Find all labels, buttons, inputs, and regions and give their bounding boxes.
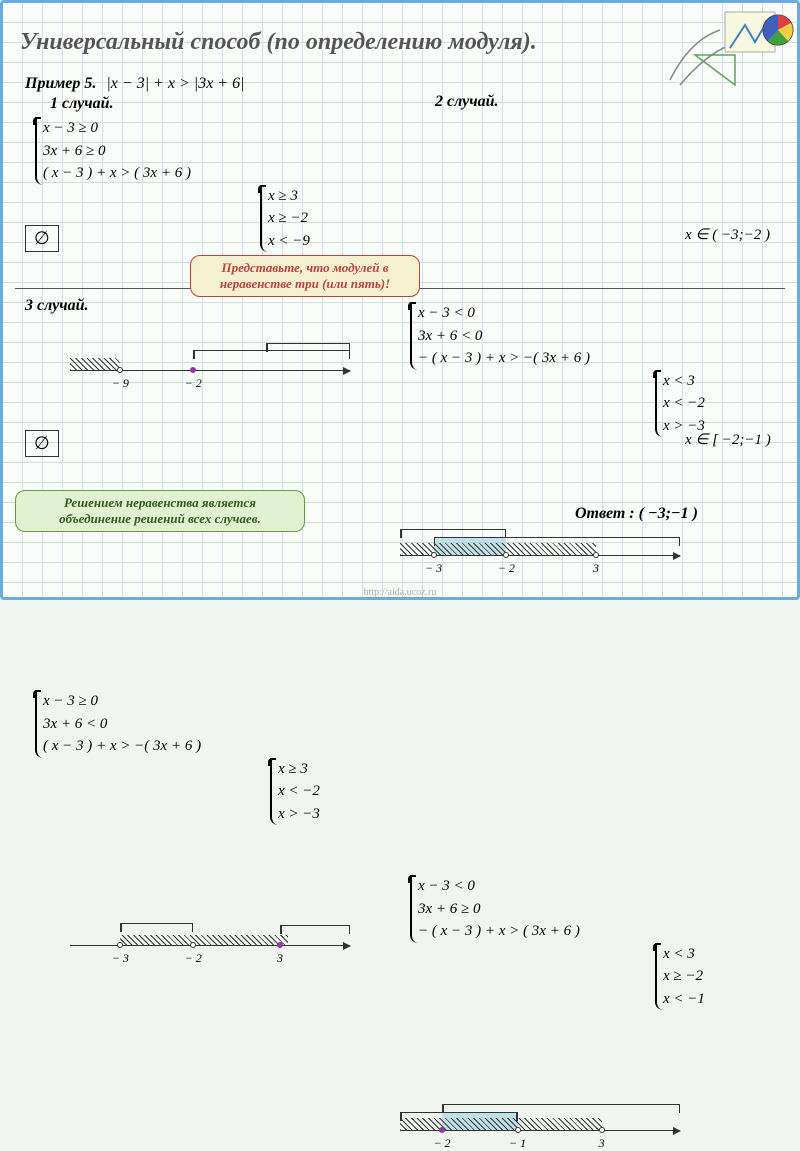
nl-tick-label: − 1 xyxy=(509,1136,526,1151)
nl-tick xyxy=(117,367,123,373)
case3-system-right: x ≥ 3 x < −2 x > −3 xyxy=(270,758,350,826)
case4-eq: x < −1 xyxy=(663,988,735,1011)
case1-eq: x < −9 xyxy=(268,230,340,253)
nl-tick xyxy=(190,367,196,373)
case4-result: x ∈ [ −2;−1 ) xyxy=(685,430,771,449)
case3-numberline: − 3 − 2 3 xyxy=(70,915,350,965)
nl-bracket xyxy=(193,350,350,358)
case1-title: 1 случай. xyxy=(50,95,114,113)
nl-tick xyxy=(515,1127,521,1133)
case1-eq: 3x + 6 ≥ 0 xyxy=(43,140,230,163)
example-expression: |x − 3| + x > |3x + 6| xyxy=(106,75,244,92)
case4-eq: 3x + 6 ≥ 0 xyxy=(418,898,625,921)
example-row: Пример 5. |x − 3| + x > |3x + 6| xyxy=(25,75,245,93)
nl-tick-label: − 3 xyxy=(425,561,442,576)
nl-tick-label: 3 xyxy=(593,561,599,576)
case3-title: 3 случай. xyxy=(25,297,89,315)
case1-system-right: x ≥ 3 x ≥ −2 x < −9 xyxy=(260,185,340,253)
case4-system-left: x − 3 < 0 3x + 6 ≥ 0 − ( x − 3 ) + x > (… xyxy=(410,875,625,943)
nl-tick-label: − 9 xyxy=(112,376,129,391)
nl-hatch xyxy=(70,358,120,370)
case1-eq: x − 3 ≥ 0 xyxy=(43,117,230,140)
case2-eq: − ( x − 3 ) + x > −( 3x + 6 ) xyxy=(418,347,625,370)
case3-eq: x < −2 xyxy=(278,780,350,803)
nl-tick xyxy=(439,1127,445,1133)
case3-eq: x > −3 xyxy=(278,803,350,826)
case2-title: 2 случай. xyxy=(435,93,499,111)
nl-tick-label: − 2 xyxy=(498,561,515,576)
nl-hatch xyxy=(400,543,596,555)
case3-result: ∅ xyxy=(25,430,59,457)
case2-eq: 3x + 6 < 0 xyxy=(418,325,625,348)
nl-bracket xyxy=(266,343,350,351)
nl-tick xyxy=(431,552,437,558)
nl-tick xyxy=(599,1127,605,1133)
page-title: Универсальный способ (по определению мод… xyxy=(20,29,537,56)
case4-eq: x ≥ −2 xyxy=(663,965,735,988)
case2-numberline: − 3 − 2 3 xyxy=(400,525,680,575)
final-answer: Ответ : ( −3;−1 ) xyxy=(575,505,698,523)
nl-tick-label: − 2 xyxy=(433,1136,450,1151)
case2-eq: x < −2 xyxy=(663,392,735,415)
callout-line: неравенстве три (или пять)! xyxy=(201,276,409,292)
watermark: http://aida.ucoz.ru xyxy=(364,587,437,598)
callout-line: Решением неравенства является xyxy=(26,495,294,511)
nl-tick-label: − 2 xyxy=(185,376,202,391)
nl-axis xyxy=(400,555,680,556)
nl-bracket xyxy=(400,529,506,537)
nl-bracket xyxy=(120,923,193,931)
case4-eq: − ( x − 3 ) + x > ( 3x + 6 ) xyxy=(418,920,625,943)
case1-eq: ( x − 3 ) + x > ( 3x + 6 ) xyxy=(43,162,230,185)
nl-axis xyxy=(70,370,350,371)
nl-tick-label: − 2 xyxy=(185,951,202,966)
empty-set-symbol: ∅ xyxy=(25,430,59,457)
nl-axis xyxy=(70,945,350,946)
nl-tick-label: 3 xyxy=(277,951,283,966)
callout-line: объединение решений всех случаев. xyxy=(26,511,294,527)
case1-system-left: x − 3 ≥ 0 3x + 6 ≥ 0 ( x − 3 ) + x > ( 3… xyxy=(35,117,230,185)
nl-tick xyxy=(593,552,599,558)
nl-tick-label: 3 xyxy=(599,1136,605,1151)
callout-hint: Представьте, что модулей в неравенстве т… xyxy=(190,255,420,297)
case1-result: ∅ xyxy=(25,225,59,252)
case3-system-left: x − 3 ≥ 0 3x + 6 < 0 ( x − 3 ) + x > −( … xyxy=(35,690,240,758)
example-label: Пример 5. xyxy=(25,75,96,92)
empty-set-symbol: ∅ xyxy=(25,225,59,252)
case2-system-left: x − 3 < 0 3x + 6 < 0 − ( x − 3 ) + x > −… xyxy=(410,302,625,370)
case3-eq: 3x + 6 < 0 xyxy=(43,713,240,736)
nl-hatch xyxy=(400,1118,602,1130)
case3-eq: x − 3 ≥ 0 xyxy=(43,690,240,713)
case4-system-right: x < 3 x ≥ −2 x < −1 xyxy=(655,943,735,1011)
case4-numberline: − 2 − 1 3 xyxy=(400,1100,680,1150)
nl-tick xyxy=(190,942,196,948)
case1-numberline: − 9 − 2 xyxy=(70,340,350,390)
nl-bracket xyxy=(280,925,350,933)
content-area: Пример 5. |x − 3| + x > |3x + 6| 1 случа… xyxy=(15,75,785,585)
case2-eq: x < 3 xyxy=(663,370,735,393)
nl-bracket xyxy=(442,1104,680,1112)
case2-result: x ∈ ( −3;−2 ) xyxy=(685,225,770,244)
nl-tick xyxy=(117,942,123,948)
nl-hatch xyxy=(120,935,288,945)
case2-eq: x − 3 < 0 xyxy=(418,302,625,325)
callout-line: Представьте, что модулей в xyxy=(201,260,409,276)
nl-tick xyxy=(503,552,509,558)
callout-solution: Решением неравенства является объединени… xyxy=(15,490,305,532)
nl-tick-label: − 3 xyxy=(112,951,129,966)
case1-eq: x ≥ −2 xyxy=(268,207,340,230)
case4-eq: x − 3 < 0 xyxy=(418,875,625,898)
case3-eq: ( x − 3 ) + x > −( 3x + 6 ) xyxy=(43,735,240,758)
nl-tick xyxy=(277,942,283,948)
case1-eq: x ≥ 3 xyxy=(268,185,340,208)
case2-system-right: x < 3 x < −2 x > −3 xyxy=(655,370,735,438)
case3-eq: x ≥ 3 xyxy=(278,758,350,781)
case4-eq: x < 3 xyxy=(663,943,735,966)
